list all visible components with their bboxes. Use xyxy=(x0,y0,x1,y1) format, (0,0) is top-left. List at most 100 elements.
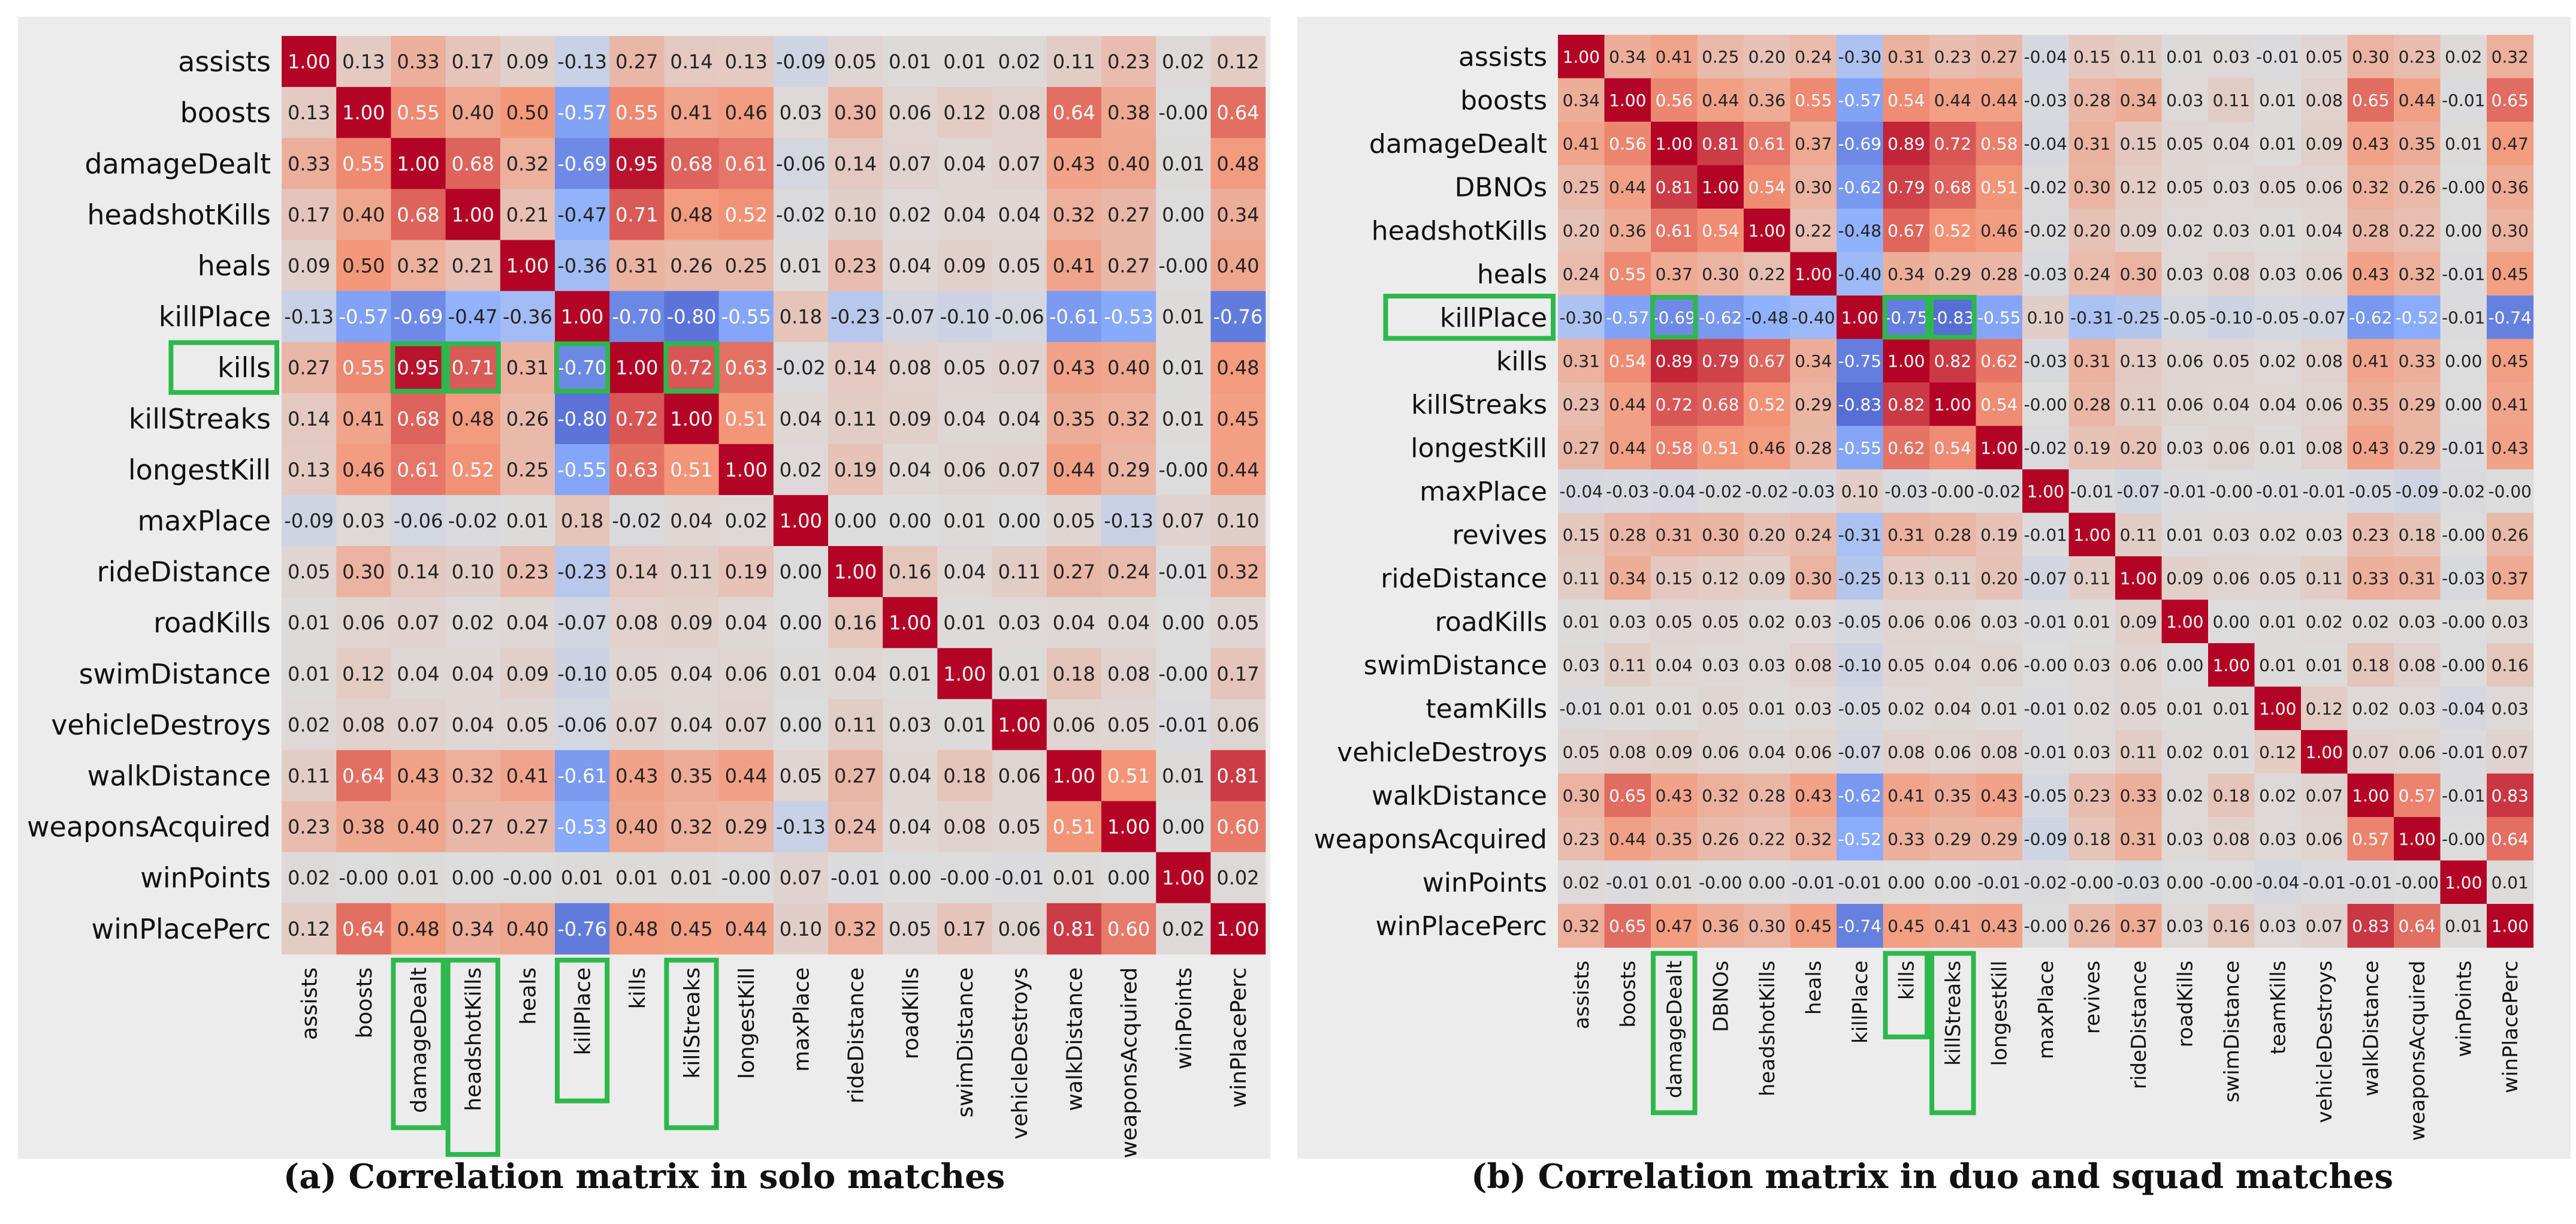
cell-b-longest-kill-vehicle-destroys xyxy=(2301,426,2348,470)
cell-value-b-walk-distance-team-kills: 0.02 xyxy=(2259,786,2296,806)
cell-a-swim-distance-swim-distance xyxy=(937,648,993,700)
cell-value-a-kill-place-assists: -0.13 xyxy=(284,306,334,328)
cell-a-weapons-acquired-vehicle-destroys xyxy=(992,801,1047,853)
cell-b-damage-dealt-win-points xyxy=(2440,122,2487,166)
cell-value-a-ride-distance-weapons-acquired: 0.24 xyxy=(1107,560,1150,583)
cell-value-b-win-points-revives: -0.00 xyxy=(2070,873,2113,893)
cell-b-longest-kill-kill-streaks xyxy=(1929,426,1977,470)
cell-value-b-max-place-assists: -0.04 xyxy=(1560,481,1603,501)
cell-a-win-points-weapons-acquired xyxy=(1101,852,1156,904)
cell-a-win-place-perc-headshot-kills xyxy=(445,903,501,955)
cell-value-b-walk-distance-walk-distance: 1.00 xyxy=(2352,786,2389,806)
cell-value-a-kill-streaks-kills: 0.72 xyxy=(615,408,658,430)
cell-value-b-team-kills-road-kills: 0.01 xyxy=(2166,699,2203,719)
cell-a-heals-ride-distance xyxy=(828,240,883,292)
cell-a-ride-distance-assists xyxy=(282,546,337,598)
cell-value-b-kill-streaks-boosts: 0.44 xyxy=(1609,394,1646,414)
cell-value-b-kills-weapons-acquired: 0.33 xyxy=(2399,351,2436,371)
cell-a-ride-distance-win-place-perc xyxy=(1210,546,1266,598)
cell-b-weapons-acquired-assists xyxy=(1558,817,1605,861)
cell-b-win-points-weapons-acquired xyxy=(2394,860,2441,905)
cell-a-damage-dealt-longest-kill xyxy=(718,138,774,189)
cell-value-b-win-place-perc-kill-place: -0.74 xyxy=(1838,916,1882,936)
cell-value-b-weapons-acquired-swim-distance: 0.08 xyxy=(2213,829,2250,849)
cell-a-win-place-perc-longest-kill xyxy=(718,903,774,955)
cell-b-max-place-kill-streaks xyxy=(1929,469,1977,514)
cell-a-longest-kill-assists xyxy=(282,444,337,496)
cell-value-b-win-place-perc-boosts: 0.65 xyxy=(1609,916,1646,936)
cell-b-revives-walk-distance xyxy=(2347,512,2394,557)
cell-a-walk-distance-boosts xyxy=(336,750,391,802)
cell-value-b-assists-heals: 0.24 xyxy=(1795,47,1832,67)
cell-value-a-win-points-swim-distance: -0.00 xyxy=(940,867,990,890)
cell-b-boosts-team-kills xyxy=(2254,78,2302,122)
cell-value-b-ride-distance-heals: 0.30 xyxy=(1795,568,1832,588)
cell-b-kill-streaks-win-place-perc xyxy=(2487,382,2534,427)
cell-value-a-kill-streaks-kill-streaks: 1.00 xyxy=(670,408,712,430)
cell-b-max-place-ride-distance xyxy=(2115,469,2163,514)
cell-b-assists-headshot-kills xyxy=(1744,35,1791,79)
cell-value-a-kills-kill-place: -0.70 xyxy=(557,357,607,379)
cell-b-vehicle-destroys-dbnos xyxy=(1697,730,1744,774)
col-label-b-kill-place: killPlace xyxy=(1849,961,1873,1044)
cell-a-kill-place-assists xyxy=(282,291,337,343)
cell-value-a-walk-distance-swim-distance: 0.18 xyxy=(943,764,986,787)
cell-value-a-heals-max-place: 0.01 xyxy=(780,254,822,277)
cell-value-b-heals-kill-place: -0.40 xyxy=(1838,264,1882,284)
cell-value-b-boosts-boosts: 1.00 xyxy=(1609,91,1646,110)
cell-b-dbnos-assists xyxy=(1558,165,1605,209)
cell-a-longest-kill-vehicle-destroys xyxy=(992,444,1047,496)
cell-value-a-swim-distance-damage-dealt: 0.04 xyxy=(397,662,439,685)
cell-b-assists-max-place xyxy=(2022,35,2070,79)
cell-value-a-boosts-weapons-acquired: 0.38 xyxy=(1107,101,1150,124)
cell-a-assists-kills xyxy=(609,36,665,88)
cell-a-kill-place-ride-distance xyxy=(828,291,883,343)
cell-b-win-place-perc-win-place-perc xyxy=(2487,904,2534,948)
cell-value-b-revives-longest-kill: 0.19 xyxy=(1980,525,2018,545)
cell-a-kill-place-win-points xyxy=(1156,291,1211,343)
cell-value-a-heals-win-points: -0.00 xyxy=(1158,254,1208,277)
cell-value-b-assists-walk-distance: 0.30 xyxy=(2352,47,2389,67)
cell-value-a-headshot-kills-max-place: -0.02 xyxy=(776,203,826,226)
cell-a-headshot-kills-heals xyxy=(500,189,555,240)
cell-value-b-longest-kill-kill-streaks: 0.54 xyxy=(1934,438,1971,458)
cell-value-b-kills-boosts: 0.54 xyxy=(1609,351,1646,371)
cell-b-swim-distance-kill-streaks xyxy=(1929,643,1977,688)
cell-b-headshot-kills-vehicle-destroys xyxy=(2301,209,2348,253)
cell-value-b-dbnos-longest-kill: 0.51 xyxy=(1980,177,2018,197)
cell-a-swim-distance-assists xyxy=(282,648,337,700)
cell-b-dbnos-kill-streaks xyxy=(1929,165,1977,209)
cell-value-a-assists-kill-place: -0.13 xyxy=(557,50,607,73)
cell-value-a-kill-place-road-kills: -0.07 xyxy=(885,306,935,328)
cell-b-walk-distance-weapons-acquired xyxy=(2394,773,2441,818)
cell-b-headshot-kills-heals xyxy=(1790,209,1837,253)
cell-a-win-points-kill-place xyxy=(555,852,610,904)
cell-value-a-headshot-kills-win-points: 0.00 xyxy=(1162,203,1204,226)
cell-a-kill-place-road-kills xyxy=(883,291,938,343)
cell-value-a-vehicle-destroys-walk-distance: 0.06 xyxy=(1053,713,1095,736)
cell-a-kill-streaks-longest-kill xyxy=(718,393,774,445)
highlight-col-label-a-headshot-kills xyxy=(445,957,500,1157)
cell-value-b-kill-place-kills: -0.75 xyxy=(1885,307,1928,327)
cell-a-assists-headshot-kills xyxy=(445,36,501,88)
cell-b-team-kills-dbnos xyxy=(1697,686,1744,731)
cell-value-b-max-place-win-points: -0.02 xyxy=(2442,481,2485,501)
cell-value-a-vehicle-destroys-heals: 0.05 xyxy=(506,713,549,736)
cell-a-kill-streaks-swim-distance xyxy=(937,393,993,445)
cell-value-b-longest-kill-max-place: -0.02 xyxy=(2024,438,2067,458)
cell-a-vehicle-destroys-kill-streaks xyxy=(664,699,720,750)
cell-value-b-road-kills-ride-distance: 0.09 xyxy=(2120,612,2157,632)
col-label-b-vehicle-destroys: vehicleDestroys xyxy=(2313,961,2337,1123)
row-label-b-damage-dealt: damageDealt xyxy=(1369,129,1547,159)
cell-value-b-kills-team-kills: 0.02 xyxy=(2259,351,2296,371)
cell-value-b-weapons-acquired-max-place: -0.09 xyxy=(2024,829,2067,849)
cell-a-swim-distance-road-kills xyxy=(883,648,938,700)
cell-b-ride-distance-vehicle-destroys xyxy=(2301,556,2348,601)
cell-value-b-team-kills-revives: 0.02 xyxy=(2073,699,2110,719)
cell-a-ride-distance-kill-place xyxy=(555,546,610,598)
cell-value-b-weapons-acquired-heals: 0.32 xyxy=(1795,829,1832,849)
cell-value-b-ride-distance-ride-distance: 1.00 xyxy=(2120,568,2157,588)
cell-value-a-max-place-longest-kill: 0.02 xyxy=(725,510,768,532)
cell-b-boosts-max-place xyxy=(2022,78,2070,122)
cell-b-win-points-headshot-kills xyxy=(1744,860,1791,905)
